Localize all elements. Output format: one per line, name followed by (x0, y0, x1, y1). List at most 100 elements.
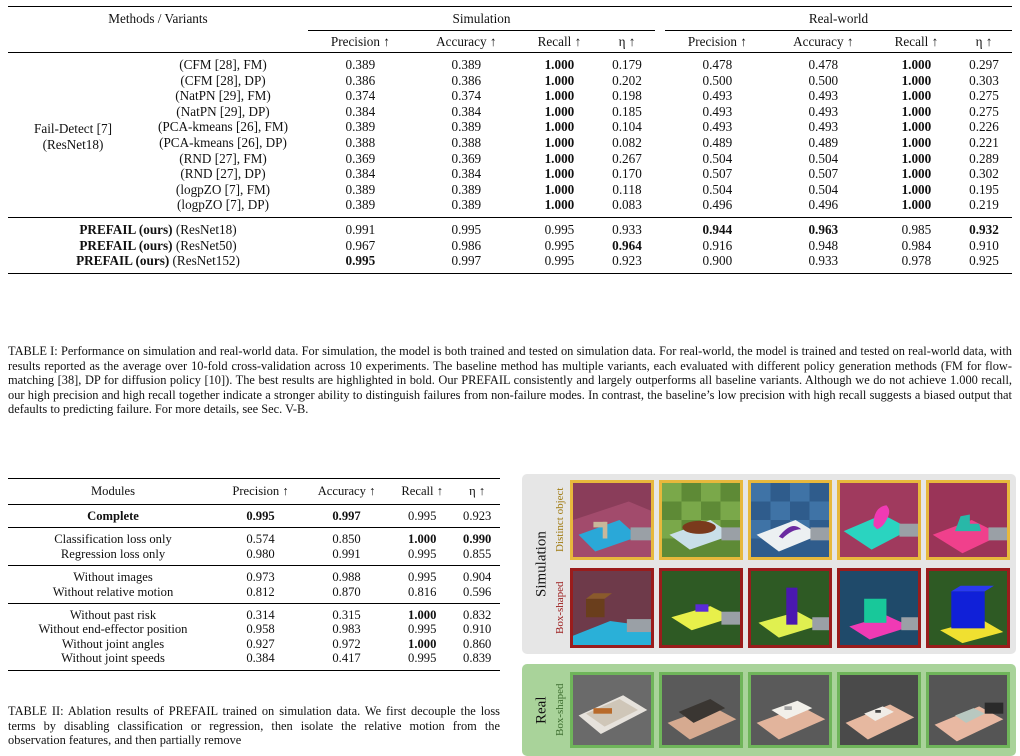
cell-value: 1.000 (901, 57, 932, 72)
real-box-scene-4 (837, 672, 921, 748)
cell-value: 0.812 (246, 584, 275, 599)
table-row: (logpZO [7], FM) 0.389 0.389 1.000 0.118 0.50… (8, 182, 1012, 198)
cell-value: 0.574 (218, 527, 304, 547)
baseline-name: Fail-Detect [7] (34, 121, 112, 137)
cell-value: 0.850 (303, 527, 391, 547)
table-2: Modules Precision ↑ Accuracy ↑ Recall ↑ … (8, 478, 500, 671)
sim-distinct-scene-3 (748, 480, 832, 560)
method-label: PREFAIL (ours) (ResNet18) (8, 216, 308, 238)
cell-value: 0.504 (702, 150, 733, 166)
cell-value: 0.417 (303, 651, 391, 671)
cell-value: 1.000 (901, 119, 932, 135)
module-name: Regression loss only (60, 546, 166, 561)
method-name: PREFAIL (ours) (79, 237, 173, 253)
cell-value: 0.964 (612, 237, 642, 253)
cell-value: 0.496 (808, 197, 839, 213)
table-row: (PCA-kmeans [26], DP) 0.388 0.388 1.000 0.08… (8, 135, 1012, 151)
table-row: Without end-effector position 0.958 0.983 0… (8, 622, 500, 636)
variant-label: (NatPN [29], FM) (175, 88, 271, 104)
sim-precision-header: Precision ↑ (330, 33, 390, 49)
variant-label: (NatPN [29], DP) (176, 103, 270, 119)
cell-value: 1.000 (901, 103, 932, 119)
real-recall-header: Recall ↑ (894, 33, 939, 49)
module-name: Without joint angles (61, 636, 165, 651)
variant-label: (logpZO [7], FM) (175, 181, 271, 197)
sim-distinct-scene-2 (659, 480, 743, 560)
sim-box-scene-4 (837, 568, 921, 648)
sim-recall-header: Recall ↑ (537, 33, 582, 49)
cell-value: 0.389 (345, 181, 376, 197)
cell-value: 0.226 (969, 119, 999, 135)
cell-value: 0.507 (702, 166, 733, 182)
sim-distinct-scene-4 (837, 480, 921, 560)
cell-value: 0.389 (451, 181, 482, 197)
cell-value: 0.267 (612, 150, 642, 166)
table-row: Without past risk 0.314 0.315 1.000 0.832 (8, 603, 500, 623)
cell-value: 0.997 (412, 253, 520, 274)
table-row: (logpZO [7], DP) 0.389 0.389 1.000 0.083 0.49… (8, 197, 1012, 217)
cell-value: 0.995 (246, 509, 275, 523)
cell-value: 0.389 (345, 197, 376, 213)
cell-value: 0.104 (612, 119, 642, 135)
cell-value: 0.983 (332, 622, 361, 637)
table-row: PREFAIL (ours) (ResNet50) 0.967 0.986 0.995… (8, 238, 1012, 254)
table-row: (RND [27], DP) 0.384 0.384 1.000 0.170 0.507 0… (8, 166, 1012, 182)
cell-value: 0.083 (612, 197, 642, 213)
cell-value: 0.386 (451, 72, 482, 88)
cell-value: 0.198 (612, 88, 642, 104)
table-1: Methods / Variants Simulation Real-world… (8, 6, 1012, 274)
sim-distinct-scene-5 (926, 480, 1010, 560)
cell-value: 0.489 (702, 134, 733, 150)
cell-value: 0.496 (702, 197, 733, 213)
cell-value: 0.860 (463, 636, 492, 651)
real-eta-header: η ↑ (975, 33, 993, 49)
cell-value: 0.927 (246, 636, 275, 651)
cell-value: 0.900 (664, 253, 770, 274)
cell-value: 0.916 (702, 237, 733, 253)
cell-value: 0.839 (454, 651, 500, 671)
table-row: Without relative motion 0.812 0.870 0.816 0.… (8, 585, 500, 604)
cell-value: 0.972 (332, 636, 361, 651)
cell-value: 1.000 (901, 166, 932, 182)
cell-value: 1.000 (544, 197, 575, 213)
cell-value: 1.000 (544, 119, 575, 135)
cell-value: 1.000 (901, 197, 932, 213)
cell-value: 0.118 (612, 181, 642, 197)
cell-value: 0.596 (463, 584, 492, 599)
cell-value: 0.302 (969, 166, 999, 182)
cell-value: 0.384 (451, 103, 482, 119)
cell-value: 0.195 (969, 181, 999, 197)
cell-value: 0.925 (955, 253, 1012, 274)
cell-value: 0.995 (408, 546, 437, 561)
cell-value: 0.816 (408, 584, 437, 599)
variant-label: (RND [27], FM) (179, 150, 267, 166)
cell-value: 1.000 (544, 134, 575, 150)
table-row: (RND [27], FM) 0.369 0.369 1.000 0.267 0.504 0… (8, 151, 1012, 167)
cell-value: 0.995 (519, 216, 599, 238)
module-name: Classification loss only (8, 527, 218, 547)
method-backbone: (ResNet50) (175, 237, 237, 253)
cell-value: 0.985 (876, 216, 956, 238)
table-row: (NatPN [29], DP) 0.384 0.384 1.000 0.185 0.49… (8, 104, 1012, 120)
cell-value: 0.910 (463, 622, 492, 637)
cell-value: 0.374 (451, 88, 482, 104)
cell-value: 0.995 (412, 216, 520, 238)
cell-value: 1.000 (901, 181, 932, 197)
cell-value: 0.910 (969, 237, 999, 253)
table-row: (NatPN [29], FM) 0.374 0.374 1.000 0.198 0.49… (8, 88, 1012, 104)
cell-value: 0.923 (598, 253, 655, 274)
sim-box-scene-1 (570, 568, 654, 648)
cell-value: 1.000 (901, 134, 932, 150)
cell-value: 0.389 (451, 119, 482, 135)
table-row: Regression loss only 0.980 0.991 0.995 0.855 (8, 547, 500, 566)
method-name: PREFAIL (ours) (79, 221, 173, 237)
cell-value: 1.000 (901, 88, 932, 104)
cell-value: 0.314 (218, 603, 304, 623)
table-2-caption: TABLE II: Ablation results of PREFAIL tr… (8, 704, 500, 748)
cell-value: 0.995 (345, 253, 376, 269)
variant-label: (CFM [28], DP) (180, 72, 266, 88)
cell-value: 0.958 (246, 622, 275, 637)
cell-value: 1.000 (544, 181, 575, 197)
cell-value: 0.384 (345, 166, 376, 182)
cell-value: 0.493 (702, 103, 733, 119)
